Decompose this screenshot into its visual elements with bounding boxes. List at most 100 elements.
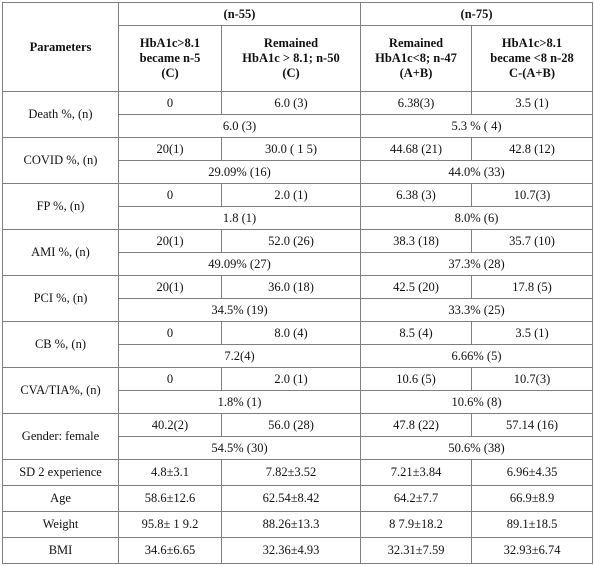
subheader-line: HbA1c<8; n-47 (375, 51, 457, 65)
table-cell: 6.96±4.35 (471, 459, 594, 486)
subheader-line: C-(A+B) (509, 66, 556, 80)
table-cell: 8.5 (4) (360, 321, 473, 345)
table-cell: 32.31±7.59 (360, 537, 473, 564)
table-row: Weight 95.8± 1 9.2 88.26±13.3 8 7.9±18.2… (2, 511, 594, 538)
table-cell: 3.5 (1) (471, 321, 594, 345)
table-row: Gender: female 40.2(2) 56.0 (28) 47.8 (2… (2, 413, 594, 460)
subheader-remained-hba1c-gt-8: Remained HbA1c > 8.1; n-50 (C) (220, 25, 362, 92)
table-cell: 89.1±18.5 (471, 511, 594, 538)
total-cell: 44.0% (33) (360, 160, 594, 184)
table-cell: 52.0 (26) (220, 229, 362, 253)
total-cell: 1.8 (1) (117, 206, 362, 230)
total-cell: 10.6% (8) (360, 390, 594, 414)
table-cell: 95.8± 1 9.2 (118, 511, 222, 538)
table-cell: 0 (118, 183, 222, 207)
subheader-line: became <8 n-28 (490, 51, 574, 65)
table-cell: 20(1) (118, 275, 222, 299)
total-cell: 6.66% (5) (360, 344, 594, 368)
table-cell: 10.7(3) (471, 367, 594, 391)
table-cell: 47.8 (22) (360, 413, 473, 437)
total-cell: 37.3% (28) (360, 252, 594, 276)
table-cell: 7.82±3.52 (220, 459, 362, 486)
group-n75-header: (n-75) (360, 2, 594, 26)
table-cell: 44.68 (21) (360, 137, 473, 161)
table-cell: 6.0 (3) (220, 91, 362, 115)
table-cell: 10.6 (5) (360, 367, 473, 391)
total-cell: 54.5% (30) (117, 436, 362, 460)
table-cell: 57.14 (16) (471, 413, 594, 437)
table-cell: 38.3 (18) (360, 229, 473, 253)
subheader-line: Remained (388, 36, 444, 50)
table-cell: 32.93±6.74 (471, 537, 594, 564)
table-row: BMI 34.6±6.65 32.36±4.93 32.31±7.59 32.9… (2, 537, 594, 564)
table-cell: 6.38(3) (360, 91, 473, 115)
total-cell: 1.8% (1) (117, 390, 362, 414)
total-cell: 6.0 (3) (117, 114, 362, 138)
total-cell: 7.2(4) (117, 344, 362, 368)
table-row: FP %, (n) 0 2.0 (1) 6.38 (3) 10.7(3) (2, 183, 594, 230)
subheader-line: (C) (161, 66, 179, 80)
table-cell: 20(1) (118, 137, 222, 161)
subheader-line: (A+B) (399, 66, 433, 80)
table-cell: 2.0 (1) (220, 367, 362, 391)
table-cell: 64.2±7.7 (360, 485, 473, 512)
total-cell: 33.3% (25) (360, 298, 594, 322)
table-cell: 17.8 (5) (471, 275, 594, 299)
subheader-line: HbA1c>8.1 (139, 36, 201, 50)
row-label: AMI %, (n) (2, 229, 119, 276)
table-cell: 40.2(2) (118, 413, 222, 437)
table-cell: 8 7.9±18.2 (360, 511, 473, 538)
table-cell: 88.26±13.3 (220, 511, 362, 538)
table-cell: 8.0 (4) (220, 321, 362, 345)
table-cell: 42.8 (12) (471, 137, 594, 161)
subheader-became-hba1c-gt-8: HbA1c>8.1 became n-5 (C) (118, 25, 222, 92)
parameters-header: Parameters (2, 2, 119, 92)
table-row-totals: 54.5% (30) 50.6% (38) (3, 436, 594, 460)
row-label: PCI %, (n) (2, 275, 119, 322)
table-cell: 62.54±8.42 (220, 485, 362, 512)
row-label: Weight (2, 511, 119, 538)
table-row: Age 58.6±12.6 62.54±8.42 64.2±7.7 66.9±8… (2, 485, 594, 512)
table-cell: 34.6±6.65 (118, 537, 222, 564)
total-cell: 5.3 % ( 4) (360, 114, 594, 138)
row-label: FP %, (n) (2, 183, 119, 230)
subheader-line: Remained (263, 36, 319, 50)
table-row: CVA/TIA%, (n) 0 2.0 (1) 10.6 (5) 10.7(3) (2, 367, 594, 414)
table-cell: 6.38 (3) (360, 183, 473, 207)
total-cell: 50.6% (38) (360, 436, 594, 460)
table-row: CB %, (n) 0 8.0 (4) 8.5 (4) 3.5 (1) (2, 321, 594, 368)
table-cell: 32.36±4.93 (220, 537, 362, 564)
table-cell: 10.7(3) (471, 183, 594, 207)
subheader-became-lt-8: HbA1c>8.1 became <8 n-28 C-(A+B) (471, 25, 594, 92)
table-cell: 4.8±3.1 (118, 459, 222, 486)
total-cell: 49.09% (27) (117, 252, 362, 276)
subheader-line: (C) (282, 66, 300, 80)
table-row: Death %, (n) 0 6.0 (3) 6.38(3) 3.5 (1) (2, 91, 594, 138)
table-row-totals: 49.09% (27) 37.3% (28) (3, 252, 594, 276)
table-row: PCI %, (n) 20(1) 36.0 (18) 42.5 (20) 17.… (2, 275, 594, 322)
row-label: BMI (2, 537, 119, 564)
table-cell: 66.9±8.9 (471, 485, 594, 512)
table-row-totals: 6.0 (3) 5.3 % ( 4) (3, 114, 594, 138)
table-cell: 3.5 (1) (471, 91, 594, 115)
table-cell: 36.0 (18) (220, 275, 362, 299)
total-cell: 29.09% (16) (117, 160, 362, 184)
row-label: CB %, (n) (2, 321, 119, 368)
row-label: Gender: female (2, 413, 119, 460)
table-row-totals: 34.5% (19) 33.3% (25) (3, 298, 594, 322)
table-cell: 0 (118, 91, 222, 115)
row-label: CVA/TIA%, (n) (2, 367, 119, 414)
table-row: AMI %, (n) 20(1) 52.0 (26) 38.3 (18) 35.… (2, 229, 594, 276)
table-cell: 0 (118, 367, 222, 391)
header-row-1: Parameters (n-55) (n-75) (2, 2, 594, 92)
row-label: Age (2, 485, 119, 512)
table-row: COVID %, (n) 20(1) 30.0 ( 1 5) 44.68 (21… (2, 137, 594, 184)
subheader-line: became n-5 (139, 51, 201, 65)
total-cell: 34.5% (19) (117, 298, 362, 322)
table-cell: 2.0 (1) (220, 183, 362, 207)
table-row-totals: 1.8% (1) 10.6% (8) (3, 390, 594, 414)
row-label: Death %, (n) (2, 91, 119, 138)
table-cell: 56.0 (28) (220, 413, 362, 437)
table-cell: 30.0 ( 1 5) (220, 137, 362, 161)
